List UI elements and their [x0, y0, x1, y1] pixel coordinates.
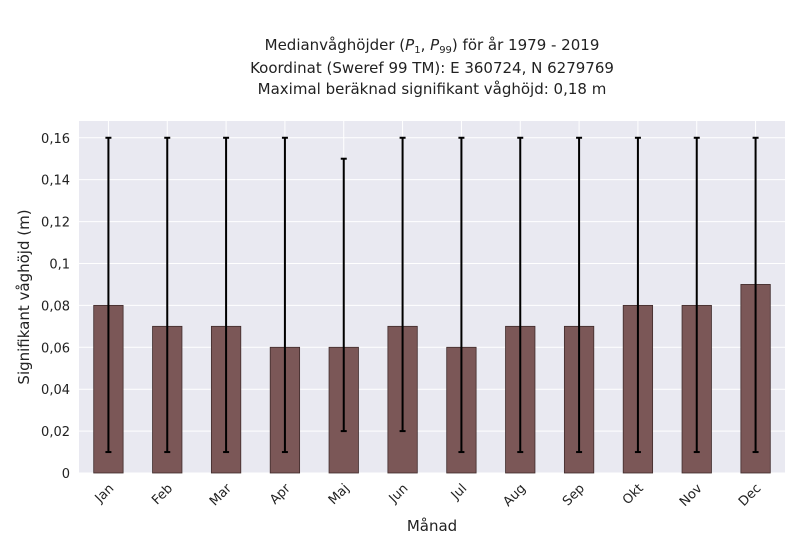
x-tick-label: Nov	[677, 481, 706, 510]
y-tick-label: 0,12	[41, 216, 70, 231]
x-tick-label: Jan	[92, 481, 117, 506]
x-tick-label: Jul	[448, 481, 470, 503]
x-tick-label: Sep	[560, 481, 588, 509]
y-tick-label: 0,1	[49, 257, 70, 272]
plot-area	[79, 121, 785, 473]
y-tick-label: 0,02	[41, 425, 70, 440]
y-tick-label: 0,06	[41, 341, 70, 356]
y-tick-label: 0,08	[41, 299, 70, 314]
chart-title-line-3: Maximal beräknad signifikant våghöjd: 0,…	[257, 80, 607, 98]
chart-title-line-2: Koordinat (Sweref 99 TM): E 360724, N 62…	[250, 59, 614, 77]
x-tick-label: Okt	[620, 481, 647, 508]
x-tick-label: Feb	[149, 481, 176, 508]
y-axis-ticks: 0 0,02 0,04 0,06 0,08 0,1 0,12 0,14 0,16	[41, 132, 70, 482]
error-bars	[105, 136, 759, 454]
x-tick-label: Maj	[326, 481, 353, 508]
x-axis-ticks: Jan Feb Mar Apr Maj Jun Jul Aug Sep Okt Nov Dec	[92, 481, 765, 510]
y-tick-label: 0,04	[41, 383, 70, 398]
x-tick-label: Mar	[207, 481, 235, 509]
x-axis-label: Månad	[407, 517, 457, 535]
y-tick-label: 0,14	[41, 174, 70, 189]
y-tick-label: 0	[62, 467, 70, 482]
x-tick-label: Apr	[267, 481, 294, 508]
x-tick-label: Jun	[386, 481, 412, 507]
x-tick-label: Dec	[736, 481, 764, 509]
y-axis-label: Signifikant våghöjd (m)	[15, 209, 33, 384]
x-tick-label: Aug	[501, 481, 530, 510]
chart-title-line-1: Medianvåghöjder (P1, P99) för år 1979 - …	[264, 36, 600, 56]
y-tick-label: 0,16	[41, 132, 70, 147]
